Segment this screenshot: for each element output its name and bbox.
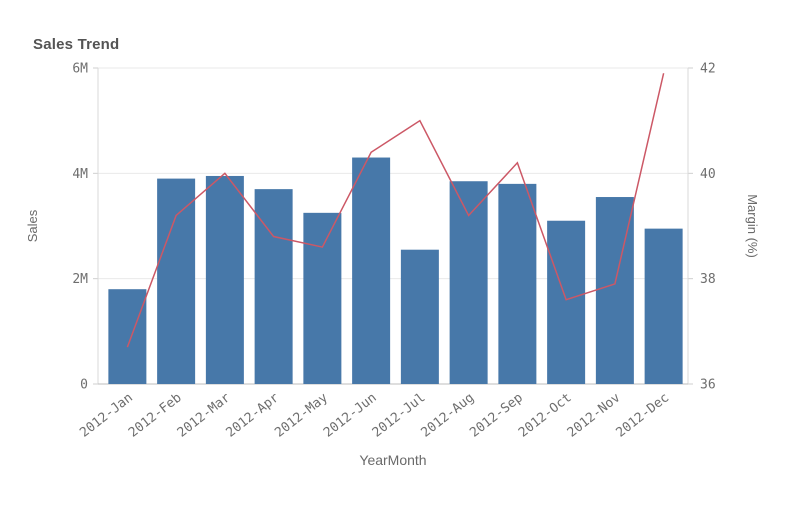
right-axis-tick-label: 40 (700, 167, 716, 182)
bar-2012-Jun[interactable] (352, 157, 391, 384)
x-axis-label-2012-Mar: 2012-Mar (175, 390, 234, 440)
bar-2012-Oct[interactable] (547, 220, 586, 384)
bar-2012-Mar[interactable] (205, 175, 244, 384)
x-axis-label-2012-Feb: 2012-Feb (126, 390, 185, 440)
x-axis-title: YearMonth (359, 452, 426, 468)
x-axis-label-2012-Oct: 2012-Oct (516, 390, 575, 440)
left-axis-tick-label: 2M (72, 272, 88, 287)
x-axis-label-2012-Sep: 2012-Sep (467, 390, 526, 440)
bar-2012-May[interactable] (303, 212, 342, 384)
right-axis-tick-label: 42 (700, 62, 716, 77)
left-axis-title: Sales (25, 209, 40, 242)
left-axis-tick-label: 6M (72, 62, 88, 77)
left-axis-tick-label: 0 (80, 378, 88, 393)
bar-2012-Feb[interactable] (157, 178, 196, 384)
x-axis-label-2012-Jan: 2012-Jan (77, 390, 136, 440)
right-axis-tick-label: 36 (700, 378, 716, 393)
bar-2012-Jul[interactable] (400, 249, 439, 384)
bar-2012-Apr[interactable] (254, 189, 293, 384)
chart-title: Sales Trend (33, 36, 120, 53)
bar-2012-Dec[interactable] (644, 228, 683, 384)
bar-2012-Jan[interactable] (108, 289, 147, 384)
x-axis-label-2012-Apr: 2012-Apr (224, 390, 283, 440)
bar-2012-Sep[interactable] (498, 183, 537, 384)
right-axis-title: Margin (%) (745, 194, 760, 258)
right-axis-tick-label: 38 (700, 272, 716, 287)
bar-2012-Aug[interactable] (449, 181, 488, 384)
x-axis-label-2012-May: 2012-May (272, 390, 331, 440)
x-axis-label-2012-Aug: 2012-Aug (419, 390, 478, 440)
x-axis-label-2012-Dec: 2012-Dec (614, 390, 673, 440)
left-axis-tick-label: 4M (72, 167, 88, 182)
x-axis-label-2012-Jul: 2012-Jul (370, 390, 429, 440)
x-axis-label-2012-Nov: 2012-Nov (565, 390, 624, 440)
margin-line[interactable] (126, 73, 665, 348)
x-axis-label-2012-Jun: 2012-Jun (321, 390, 380, 440)
